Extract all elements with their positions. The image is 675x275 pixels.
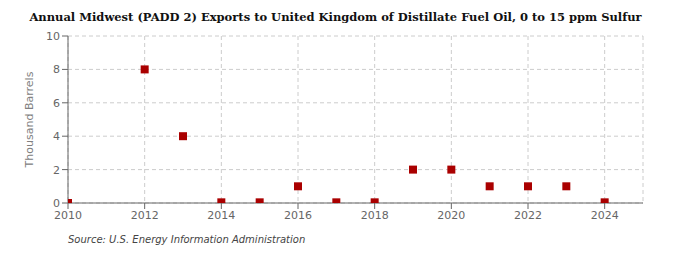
svg-text:Thousand Barrels: Thousand Barrels: [23, 71, 36, 168]
html-text:Annual Midwest (PADD 2) Export: Annual Midwest (PADD 2) Exports to Unite…: [29, 10, 642, 24]
svg-text:2016: 2016: [284, 209, 312, 222]
svg-text:6: 6: [53, 97, 60, 110]
svg-text:2010: 2010: [54, 209, 82, 222]
svg-text:2020: 2020: [437, 209, 465, 222]
svg-text:2022: 2022: [514, 209, 542, 222]
svg-text:2012: 2012: [131, 209, 159, 222]
svg-text:2014: 2014: [207, 209, 235, 222]
svg-text:2018: 2018: [361, 209, 389, 222]
svg-text:4: 4: [53, 130, 60, 143]
svg-text:2024: 2024: [591, 209, 619, 222]
svg-text:8: 8: [53, 63, 60, 76]
svg-text:10: 10: [46, 30, 60, 43]
svg-text:0: 0: [53, 197, 60, 210]
html-text:Source: U.S. Energy Informatio: Source: U.S. Energy Information Administ…: [68, 234, 306, 245]
svg-text:2: 2: [53, 164, 60, 177]
